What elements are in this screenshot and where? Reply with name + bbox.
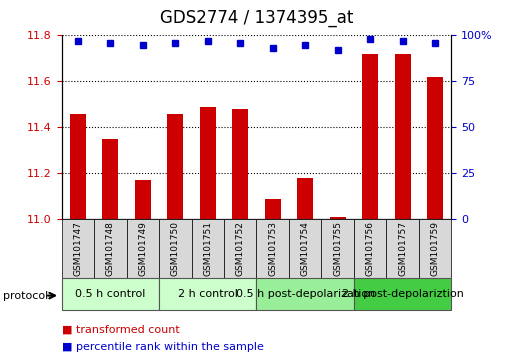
FancyBboxPatch shape bbox=[191, 219, 224, 278]
FancyBboxPatch shape bbox=[159, 219, 191, 278]
Text: GSM101759: GSM101759 bbox=[431, 221, 440, 276]
Text: GSM101748: GSM101748 bbox=[106, 221, 115, 276]
Text: GSM101757: GSM101757 bbox=[398, 221, 407, 276]
Text: ■ transformed count: ■ transformed count bbox=[62, 324, 180, 334]
FancyBboxPatch shape bbox=[354, 219, 386, 278]
Text: GSM101752: GSM101752 bbox=[236, 221, 245, 276]
FancyBboxPatch shape bbox=[386, 219, 419, 278]
Text: GSM101755: GSM101755 bbox=[333, 221, 342, 276]
FancyBboxPatch shape bbox=[256, 278, 354, 310]
Text: GSM101749: GSM101749 bbox=[139, 221, 147, 276]
FancyBboxPatch shape bbox=[256, 219, 289, 278]
FancyBboxPatch shape bbox=[159, 278, 256, 310]
Bar bbox=[102, 139, 119, 219]
Bar bbox=[297, 178, 313, 219]
Text: ■ percentile rank within the sample: ■ percentile rank within the sample bbox=[62, 342, 264, 352]
Text: GSM101754: GSM101754 bbox=[301, 221, 310, 276]
Bar bbox=[167, 114, 183, 219]
Bar bbox=[394, 54, 411, 219]
Text: GDS2774 / 1374395_at: GDS2774 / 1374395_at bbox=[160, 9, 353, 27]
FancyBboxPatch shape bbox=[224, 219, 256, 278]
Bar bbox=[232, 109, 248, 219]
FancyBboxPatch shape bbox=[62, 278, 159, 310]
Text: 0.5 h control: 0.5 h control bbox=[75, 289, 146, 299]
Text: protocol: protocol bbox=[3, 291, 48, 301]
Bar bbox=[427, 77, 443, 219]
Bar bbox=[329, 217, 346, 219]
FancyBboxPatch shape bbox=[127, 219, 159, 278]
FancyBboxPatch shape bbox=[354, 278, 451, 310]
FancyBboxPatch shape bbox=[322, 219, 354, 278]
FancyBboxPatch shape bbox=[94, 219, 127, 278]
FancyBboxPatch shape bbox=[62, 219, 94, 278]
Bar bbox=[265, 199, 281, 219]
Text: 2 h post-depolariztion: 2 h post-depolariztion bbox=[342, 289, 464, 299]
Text: GSM101756: GSM101756 bbox=[366, 221, 374, 276]
Bar bbox=[134, 181, 151, 219]
Text: GSM101750: GSM101750 bbox=[171, 221, 180, 276]
Bar bbox=[362, 54, 378, 219]
Text: GSM101753: GSM101753 bbox=[268, 221, 277, 276]
FancyBboxPatch shape bbox=[419, 219, 451, 278]
Text: 0.5 h post-depolarization: 0.5 h post-depolarization bbox=[235, 289, 375, 299]
Bar bbox=[200, 107, 216, 219]
Text: GSM101751: GSM101751 bbox=[203, 221, 212, 276]
FancyBboxPatch shape bbox=[289, 219, 322, 278]
Text: 2 h control: 2 h control bbox=[178, 289, 238, 299]
Text: GSM101747: GSM101747 bbox=[73, 221, 82, 276]
Bar bbox=[70, 114, 86, 219]
